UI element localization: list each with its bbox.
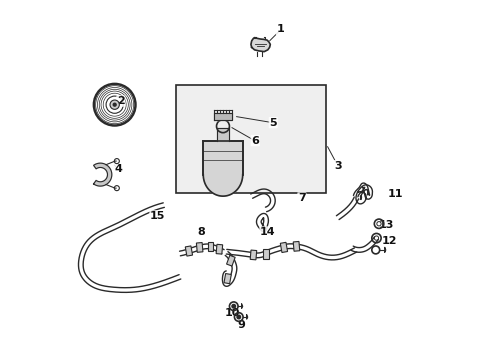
- Circle shape: [237, 315, 240, 319]
- Circle shape: [110, 100, 119, 109]
- Bar: [216, 244, 222, 254]
- Text: 11: 11: [386, 189, 402, 199]
- Polygon shape: [214, 113, 231, 120]
- Bar: [250, 250, 256, 260]
- Bar: [203, 140, 242, 175]
- Text: 1: 1: [276, 24, 284, 35]
- Bar: [293, 242, 299, 251]
- Text: 15: 15: [150, 211, 165, 221]
- Bar: [263, 249, 268, 258]
- Polygon shape: [203, 175, 242, 196]
- Circle shape: [231, 305, 235, 308]
- Text: 5: 5: [269, 118, 276, 128]
- Bar: [226, 255, 235, 266]
- Text: 8: 8: [197, 227, 205, 237]
- Text: 4: 4: [114, 164, 122, 174]
- Polygon shape: [217, 128, 228, 140]
- Text: 10: 10: [224, 308, 239, 318]
- FancyBboxPatch shape: [175, 85, 325, 193]
- Text: 6: 6: [251, 136, 259, 145]
- Text: 2: 2: [117, 96, 124, 106]
- Bar: [207, 242, 213, 251]
- Text: 9: 9: [237, 320, 244, 330]
- Bar: [280, 242, 287, 252]
- Text: 12: 12: [381, 236, 397, 246]
- Polygon shape: [250, 38, 270, 51]
- Bar: [196, 243, 203, 252]
- Text: 3: 3: [333, 161, 341, 171]
- Text: 14: 14: [260, 227, 275, 237]
- Text: 7: 7: [297, 193, 305, 203]
- Bar: [185, 246, 192, 256]
- Text: 13: 13: [378, 220, 393, 230]
- Bar: [224, 274, 231, 284]
- Polygon shape: [93, 163, 112, 186]
- Circle shape: [113, 103, 116, 106]
